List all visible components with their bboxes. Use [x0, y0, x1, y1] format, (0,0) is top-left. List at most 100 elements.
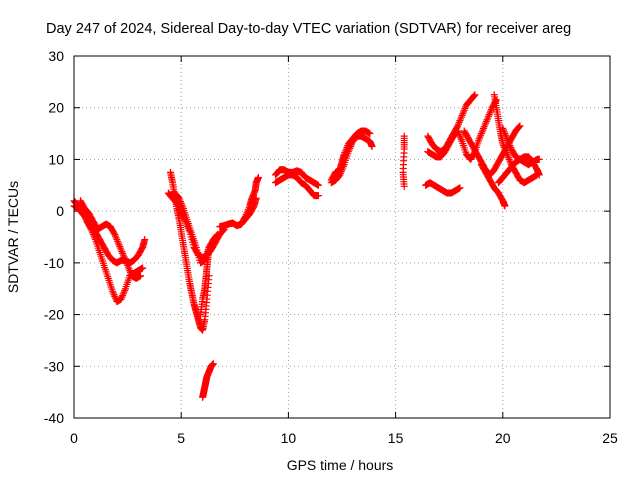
data-point — [114, 239, 122, 247]
data-point — [212, 232, 220, 240]
data-point — [243, 209, 251, 217]
data-point — [314, 192, 322, 200]
data-point — [478, 128, 486, 136]
data-point — [500, 128, 508, 136]
data-point — [124, 263, 132, 271]
data-point — [175, 194, 183, 202]
data-point — [115, 241, 123, 249]
data-point — [500, 126, 508, 134]
data-point — [119, 251, 127, 259]
data-point — [471, 91, 479, 99]
y-tick-label: 30 — [48, 48, 64, 64]
y-tick-label: -30 — [44, 358, 64, 374]
y-tick-label: -20 — [44, 307, 64, 323]
data-point — [366, 130, 374, 138]
data-point — [454, 120, 462, 128]
data-point — [456, 117, 464, 125]
data-point — [110, 291, 118, 299]
data-point — [503, 135, 511, 143]
data-point — [455, 130, 463, 138]
data-point — [505, 138, 513, 146]
data-point — [502, 149, 510, 157]
data-point — [125, 265, 133, 273]
data-point — [136, 272, 144, 280]
y-axis-label: SDTVAR / TECUs — [5, 181, 21, 293]
data-point — [485, 111, 493, 119]
data-point — [507, 143, 515, 151]
data-point — [458, 111, 466, 119]
data-point — [126, 268, 134, 276]
data-point — [121, 286, 129, 294]
data-point — [455, 118, 463, 126]
data-point — [457, 115, 465, 123]
data-point — [457, 134, 465, 142]
data-point — [214, 230, 222, 238]
data-point — [487, 107, 495, 115]
data-point — [504, 136, 512, 144]
data-point — [116, 242, 124, 250]
data-point — [254, 174, 262, 182]
data-point — [483, 116, 491, 124]
data-point — [500, 142, 508, 150]
data-point — [121, 256, 129, 264]
data-point — [456, 184, 464, 192]
data-point — [484, 114, 492, 122]
data-point — [485, 112, 493, 120]
data-point — [477, 131, 485, 139]
data-point — [124, 261, 132, 269]
data-point — [516, 122, 524, 130]
data-point — [469, 93, 477, 101]
data-point — [400, 182, 408, 190]
data-point — [244, 205, 252, 213]
data-point — [480, 124, 488, 132]
data-point — [339, 162, 347, 170]
x-tick-label: 15 — [388, 430, 404, 446]
data-point — [481, 121, 489, 129]
data-point — [241, 214, 249, 222]
data-point — [479, 126, 487, 134]
data-point — [116, 244, 124, 252]
y-tick-label: -10 — [44, 255, 64, 271]
data-point — [111, 292, 119, 300]
data-point — [502, 133, 510, 141]
y-tick-label: -40 — [44, 410, 64, 426]
x-tick-label: 10 — [281, 430, 297, 446]
chart-title: Day 247 of 2024, Sidereal Day-to-day VTE… — [46, 21, 571, 37]
data-point — [459, 110, 467, 118]
data-point — [480, 123, 488, 131]
data-point — [346, 144, 354, 152]
data-point — [338, 166, 346, 174]
y-tick-label: 20 — [48, 100, 64, 116]
data-point — [475, 135, 483, 143]
data-point — [118, 248, 126, 256]
data-point — [120, 253, 128, 261]
data-point — [337, 167, 345, 175]
data-point — [501, 145, 509, 153]
plot-frame — [73, 55, 611, 419]
data-point — [242, 211, 250, 219]
data-point — [477, 130, 485, 138]
data-point — [506, 157, 514, 165]
data-point — [139, 264, 147, 272]
data-point — [505, 155, 513, 163]
x-tick-label: 25 — [602, 430, 618, 446]
data-point — [179, 203, 187, 211]
data-point — [176, 198, 184, 206]
data-point — [515, 123, 523, 131]
data-point — [482, 118, 490, 126]
axis-ticks: 0 5 10 15 20 25 -40 -30 -20 -10 0 10 20 30 — [44, 48, 618, 446]
data-point — [122, 258, 130, 266]
data-point — [456, 132, 464, 140]
data-point — [119, 249, 127, 257]
data-point — [176, 196, 184, 204]
x-axis-label: GPS time / hours — [287, 457, 394, 473]
data-point — [504, 152, 512, 160]
data-point — [505, 154, 513, 162]
data-point — [505, 140, 513, 148]
data-point — [499, 124, 507, 132]
data-point — [245, 204, 253, 212]
data-point — [461, 105, 469, 113]
data-point — [336, 171, 344, 179]
data-point — [454, 129, 462, 137]
data-point — [178, 201, 186, 209]
